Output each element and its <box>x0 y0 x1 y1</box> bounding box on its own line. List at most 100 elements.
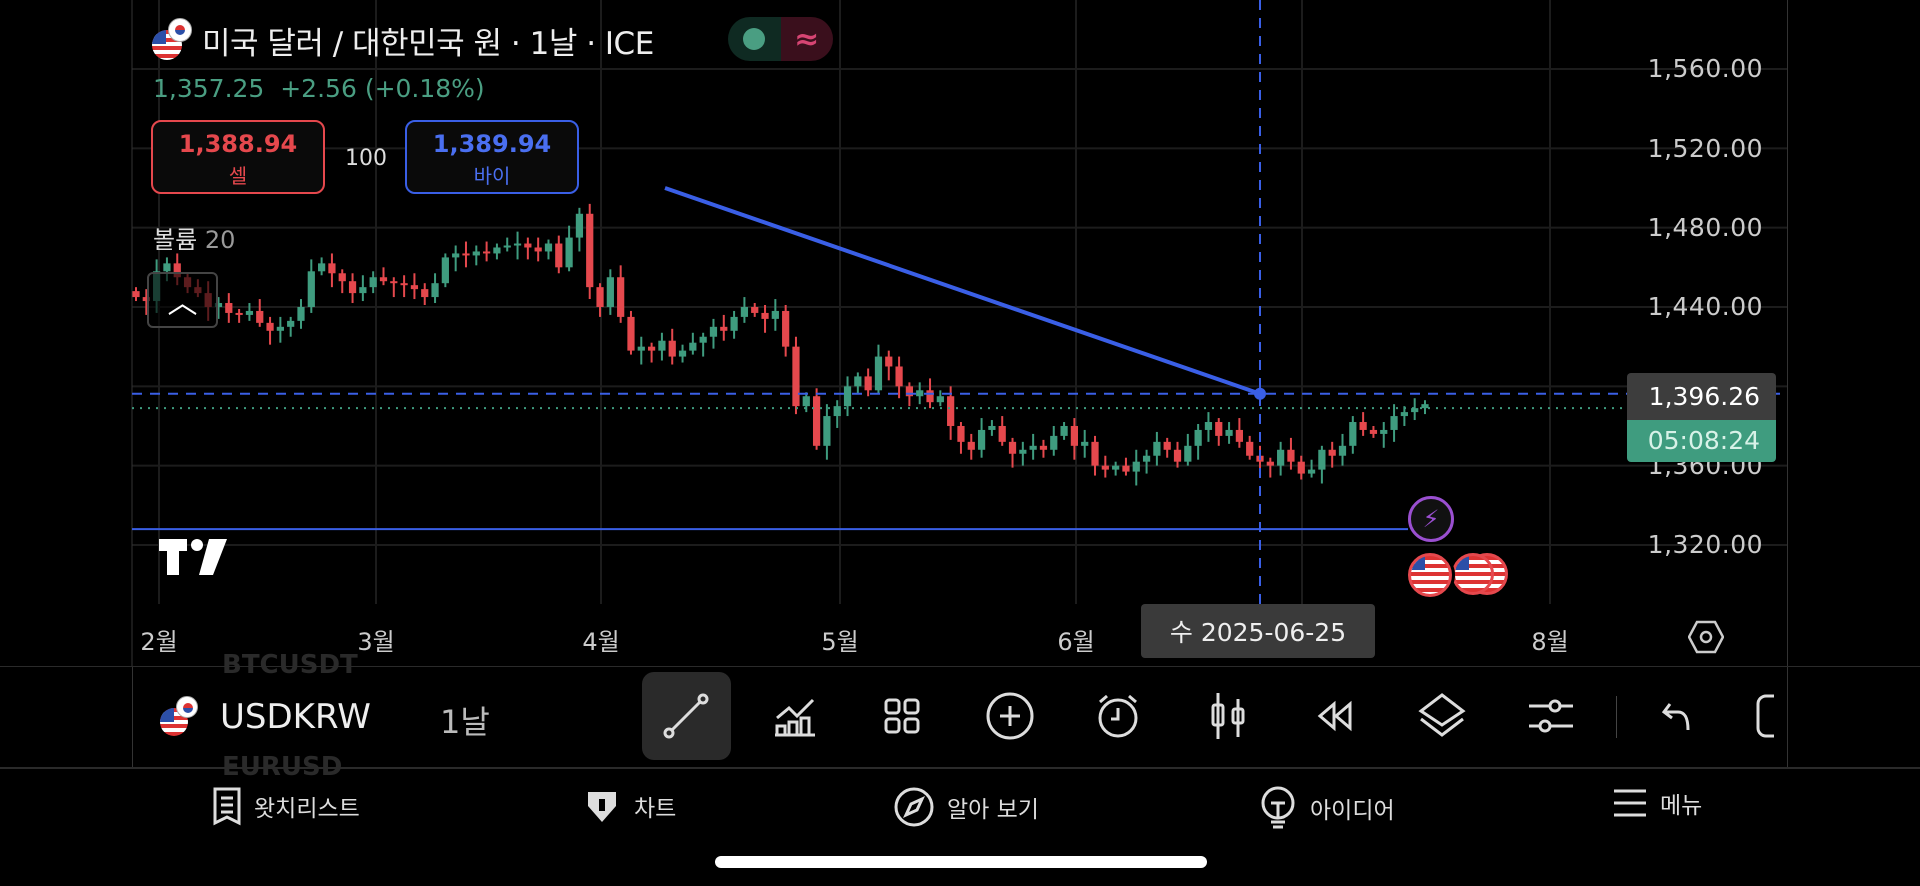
wave-icon: ≈ <box>780 17 833 61</box>
candle-body <box>1029 445 1037 450</box>
menu-icon <box>1614 789 1646 817</box>
candle-body <box>854 376 862 387</box>
candle-body <box>1235 429 1243 442</box>
price-change: +2.56 <box>280 74 357 103</box>
ghost-symbol: BTCUSDT <box>222 650 358 680</box>
candle-body <box>534 247 542 252</box>
add-circle-icon[interactable] <box>984 690 1036 742</box>
candles-icon[interactable] <box>1202 690 1254 742</box>
month-label: 4월 <box>582 628 620 656</box>
candle-body <box>782 310 790 347</box>
candle-body <box>967 441 975 450</box>
crosshair-price-tag: 1,396.26 <box>1627 373 1776 420</box>
indicator-name: 볼륨 <box>153 226 198 254</box>
settings-sliders-icon[interactable] <box>1525 690 1577 742</box>
month-label: 6월 <box>1057 628 1095 656</box>
candle-body <box>1359 422 1367 430</box>
price-change-pct: (+0.18%) <box>364 74 485 103</box>
candle-body <box>1369 429 1378 434</box>
trend-line-drawing <box>664 186 1261 396</box>
candle-body <box>369 277 377 288</box>
candle-body <box>1122 465 1130 472</box>
candle-body <box>328 263 336 274</box>
indicator-value: 20 <box>204 226 236 254</box>
candle-body <box>472 251 480 256</box>
candle-body <box>1050 435 1058 450</box>
candle-body <box>864 376 872 391</box>
candle-body <box>1132 461 1140 472</box>
month-label: 8월 <box>1531 628 1569 656</box>
indicators-icon[interactable] <box>769 690 821 742</box>
candle-body <box>266 322 274 331</box>
alarm-clock-icon[interactable] <box>1092 690 1144 742</box>
quantity[interactable]: 100 <box>345 146 387 171</box>
candle-body <box>214 303 223 307</box>
candle-body <box>905 386 914 397</box>
candle-body <box>1215 422 1223 436</box>
candle-body <box>792 346 800 407</box>
symbol-button[interactable]: USDKRW <box>220 697 371 737</box>
nav-label: 왓치리스트 <box>254 796 360 822</box>
chart-settings-icon[interactable] <box>1687 620 1725 658</box>
last-price: 1,357.25 <box>153 74 265 103</box>
candle-body <box>1380 429 1388 434</box>
candle-body <box>895 366 903 387</box>
bottom-toolbar <box>132 667 1788 768</box>
fullscreen-icon[interactable] <box>1743 690 1795 742</box>
compass-icon <box>894 787 934 827</box>
candle-body <box>1173 449 1182 462</box>
kr-flag-icon <box>168 18 192 42</box>
candle-body <box>1019 449 1027 454</box>
candle-body <box>1297 461 1305 474</box>
collapse-legend-button[interactable]: ︿ <box>147 272 218 328</box>
nav-ideas[interactable]: 아이디어 <box>1258 786 1395 830</box>
price-summary: 1,357.25 +2.56 (+0.18%) <box>153 74 485 103</box>
market-status-toggle[interactable]: ≈ <box>728 17 833 61</box>
candle-body <box>977 429 986 450</box>
candle-body <box>524 243 532 248</box>
candle-body <box>1204 422 1213 430</box>
volume-indicator-legend[interactable]: 볼륨 20 <box>153 220 235 255</box>
nav-explore[interactable]: 알아 보기 <box>893 786 1039 828</box>
lightning-event-icon[interactable]: ⚡ <box>1408 496 1454 542</box>
buy-button[interactable]: 1,389.94 바이 <box>405 120 579 194</box>
candle-body <box>431 283 439 298</box>
candle-body <box>678 350 687 357</box>
us-event-flag-icon[interactable] <box>1408 553 1452 597</box>
nav-chart[interactable]: 차트 <box>582 786 676 826</box>
candle-body <box>668 340 676 357</box>
candle-body <box>173 263 181 278</box>
candle-body <box>1246 441 1254 456</box>
candle-body <box>452 253 460 258</box>
candle-body <box>1163 441 1171 450</box>
us-event-flag-icon[interactable] <box>1452 553 1494 595</box>
candle-body <box>245 310 254 315</box>
candle-body <box>400 283 408 286</box>
candle-body <box>1400 412 1408 417</box>
layouts-grid-icon[interactable] <box>876 690 928 742</box>
nav-menu[interactable]: 메뉴 <box>1612 786 1702 820</box>
layers-icon[interactable] <box>1416 690 1468 742</box>
candle-body <box>421 289 429 298</box>
candle-body <box>874 356 883 391</box>
nav-divider <box>0 767 1920 769</box>
home-indicator[interactable] <box>715 856 1207 868</box>
candle-body <box>555 243 563 268</box>
candle-body <box>771 310 779 319</box>
symbol-title[interactable]: 미국 달러 / 대한민국 원 · 1날 · ICE <box>202 26 654 62</box>
candle-body <box>1039 445 1048 450</box>
nav-watchlist[interactable]: 왓치리스트 <box>212 786 360 826</box>
undo-icon[interactable] <box>1652 690 1704 742</box>
candle-body <box>1184 445 1192 462</box>
interval-button[interactable]: 1날 <box>440 703 490 741</box>
candle-body <box>1112 465 1120 470</box>
candle-body <box>885 356 893 367</box>
candle-body <box>1338 445 1347 456</box>
price-label: 1,320.00 <box>1647 530 1763 559</box>
candle-body <box>503 245 511 248</box>
candle-body <box>462 253 470 256</box>
trend-line-tool-icon[interactable] <box>660 690 712 742</box>
candle-body <box>1101 465 1109 470</box>
replay-rewind-icon[interactable] <box>1309 690 1361 742</box>
sell-button[interactable]: 1,388.94 셀 <box>151 120 325 194</box>
